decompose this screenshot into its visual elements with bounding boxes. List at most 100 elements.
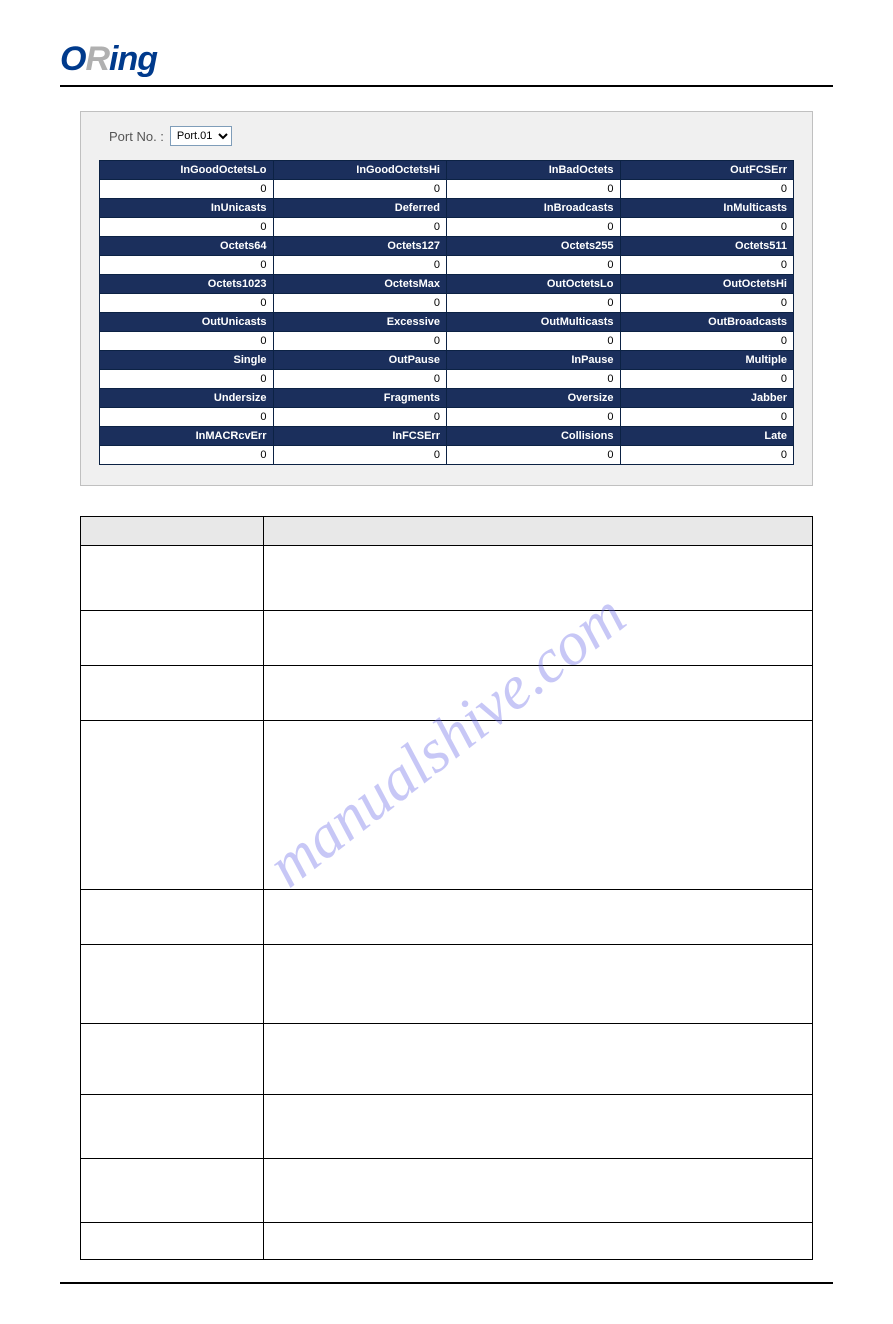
footer-rule <box>60 1282 833 1284</box>
logo-rest: ing <box>109 40 157 78</box>
counter-header: Octets127 <box>273 237 447 256</box>
counter-value: 0 <box>447 256 621 275</box>
counter-header: Undersize <box>100 389 274 408</box>
logo-letter-o: O <box>60 40 85 78</box>
desc-cell <box>81 611 264 666</box>
counter-value: 0 <box>620 446 794 465</box>
counter-value: 0 <box>273 256 447 275</box>
desc-col-header-2 <box>264 517 813 546</box>
counter-header: InBroadcasts <box>447 199 621 218</box>
counter-value: 0 <box>100 370 274 389</box>
counter-value: 0 <box>100 332 274 351</box>
counter-header: InGoodOctetsHi <box>273 161 447 180</box>
counter-value: 0 <box>620 294 794 313</box>
counter-header: InPause <box>447 351 621 370</box>
counter-header: Octets255 <box>447 237 621 256</box>
counter-header: InMACRcvErr <box>100 427 274 446</box>
counter-header: Octets511 <box>620 237 794 256</box>
counter-header: Deferred <box>273 199 447 218</box>
counter-header: OutBroadcasts <box>620 313 794 332</box>
counter-value: 0 <box>273 332 447 351</box>
counter-value: 0 <box>447 370 621 389</box>
desc-cell <box>81 546 264 611</box>
counter-value: 0 <box>620 180 794 199</box>
desc-cell <box>81 1024 264 1095</box>
counter-header: InUnicasts <box>100 199 274 218</box>
desc-cell <box>264 611 813 666</box>
counter-header: Octets1023 <box>100 275 274 294</box>
counter-header: Oversize <box>447 389 621 408</box>
brand-logo: ORing <box>60 40 157 79</box>
counter-value: 0 <box>447 408 621 427</box>
counter-value: 0 <box>273 370 447 389</box>
counter-value: 0 <box>273 294 447 313</box>
counter-header: Fragments <box>273 389 447 408</box>
counter-value: 0 <box>100 446 274 465</box>
counter-value: 0 <box>447 332 621 351</box>
counter-header: InMulticasts <box>620 199 794 218</box>
desc-table-body <box>81 546 813 1260</box>
desc-col-header-1 <box>81 517 264 546</box>
counter-value: 0 <box>273 180 447 199</box>
port-no-select[interactable]: Port.01 <box>170 126 232 146</box>
counter-value: 0 <box>100 294 274 313</box>
document-page: ORing manualshive.com Port No. : Port.01… <box>0 0 893 1324</box>
desc-cell <box>264 1223 813 1260</box>
desc-cell <box>81 1159 264 1223</box>
counter-header: InBadOctets <box>447 161 621 180</box>
desc-cell <box>264 721 813 890</box>
counter-value: 0 <box>620 332 794 351</box>
counter-value: 0 <box>100 408 274 427</box>
desc-cell <box>81 666 264 721</box>
counter-header: Octets64 <box>100 237 274 256</box>
desc-cell <box>81 721 264 890</box>
desc-cell <box>81 945 264 1024</box>
description-table <box>80 516 813 1260</box>
counter-header: OutPause <box>273 351 447 370</box>
counter-value: 0 <box>273 446 447 465</box>
logo-letter-r: R <box>85 40 109 78</box>
counter-value: 0 <box>100 218 274 237</box>
counter-value: 0 <box>273 218 447 237</box>
counter-header: OutMulticasts <box>447 313 621 332</box>
counter-value: 0 <box>100 256 274 275</box>
counter-value: 0 <box>620 256 794 275</box>
desc-cell <box>81 1095 264 1159</box>
counter-value: 0 <box>620 408 794 427</box>
counter-value: 0 <box>620 370 794 389</box>
counter-value: 0 <box>447 180 621 199</box>
counter-header: InFCSErr <box>273 427 447 446</box>
desc-cell <box>264 546 813 611</box>
description-table-wrap <box>80 516 813 1260</box>
counter-header: Collisions <box>447 427 621 446</box>
counters-body: InGoodOctetsLoInGoodOctetsHiInBadOctetsO… <box>100 161 794 465</box>
counter-header: Jabber <box>620 389 794 408</box>
port-no-label: Port No. : <box>109 129 164 144</box>
counter-value: 0 <box>447 218 621 237</box>
port-counters-panel: Port No. : Port.01 InGoodOctetsLoInGoodO… <box>80 111 813 486</box>
port-selector-row: Port No. : Port.01 <box>99 126 794 146</box>
counter-header: Multiple <box>620 351 794 370</box>
desc-cell <box>264 1159 813 1223</box>
counter-value: 0 <box>447 294 621 313</box>
counter-header: OctetsMax <box>273 275 447 294</box>
counter-value: 0 <box>100 180 274 199</box>
desc-cell <box>81 1223 264 1260</box>
counter-header: Late <box>620 427 794 446</box>
counter-header: Excessive <box>273 313 447 332</box>
desc-cell <box>81 890 264 945</box>
counter-header: OutFCSErr <box>620 161 794 180</box>
desc-cell <box>264 945 813 1024</box>
desc-cell <box>264 666 813 721</box>
counters-table: InGoodOctetsLoInGoodOctetsHiInBadOctetsO… <box>99 160 794 465</box>
desc-cell <box>264 1095 813 1159</box>
counter-header: Single <box>100 351 274 370</box>
logo-header: ORing <box>60 40 833 87</box>
desc-cell <box>264 1024 813 1095</box>
counter-value: 0 <box>620 218 794 237</box>
counter-value: 0 <box>447 446 621 465</box>
counter-value: 0 <box>273 408 447 427</box>
counter-header: InGoodOctetsLo <box>100 161 274 180</box>
desc-cell <box>264 890 813 945</box>
counter-header: OutOctetsLo <box>447 275 621 294</box>
